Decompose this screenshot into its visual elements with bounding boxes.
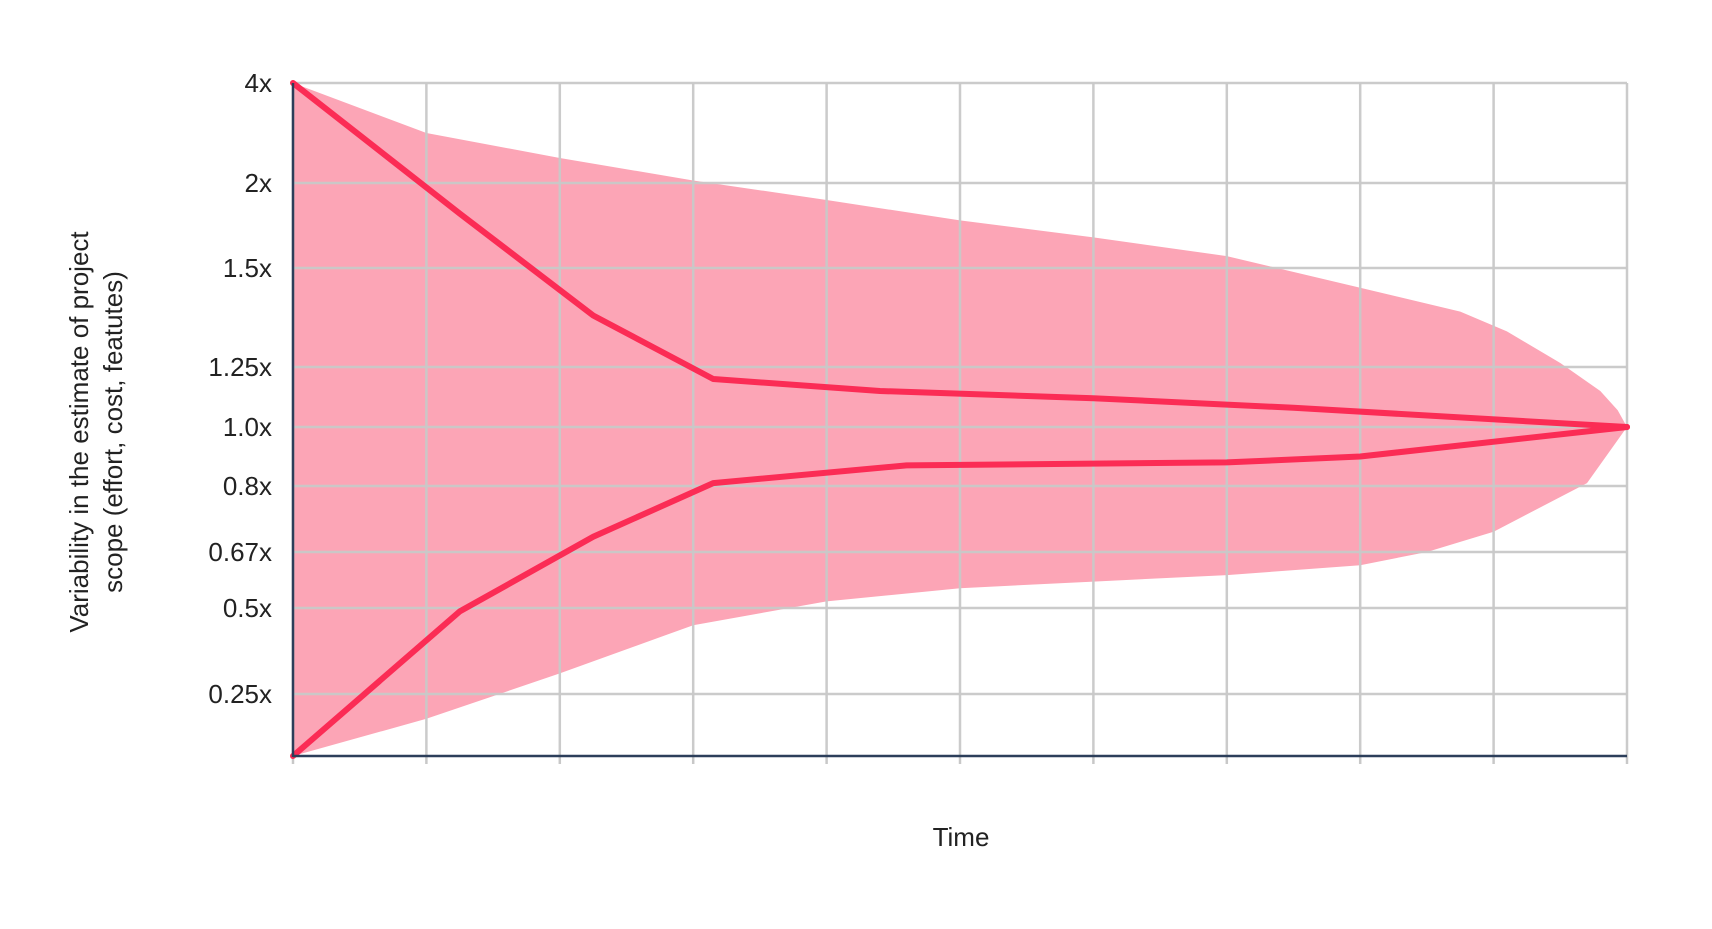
y-axis-title: Variability in the estimate of project s… — [64, 231, 128, 633]
y-tick-label: 1.0x — [223, 412, 272, 442]
y-tick-label: 0.8x — [223, 471, 272, 501]
y-tick-label: 2x — [245, 168, 272, 198]
y-tick-label: 1.5x — [223, 253, 272, 283]
grid-group — [291, 81, 1629, 764]
y-axis-title-line-1: Variability in the estimate of project — [64, 231, 94, 633]
y-tick-label: 0.67x — [208, 537, 272, 567]
series-lines-group — [290, 80, 1630, 759]
x-axis-title: Time — [933, 822, 990, 852]
y-tick-label: 0.25x — [208, 679, 272, 709]
y-tick-label: 0.5x — [223, 593, 272, 623]
lower-estimate-line — [290, 424, 1630, 759]
y-tick-labels: 4x 2x 1.5x 1.25x 1.0x 0.8x 0.67x 0.5x 0.25x — [208, 68, 272, 709]
upper-estimate-line — [290, 80, 1630, 430]
y-tick-label: 4x — [245, 68, 272, 98]
axes-group — [291, 83, 1627, 758]
y-tick-label: 1.25x — [208, 352, 272, 382]
y-axis-title-line-2: scope (effort, cost, featutes) — [98, 271, 128, 593]
